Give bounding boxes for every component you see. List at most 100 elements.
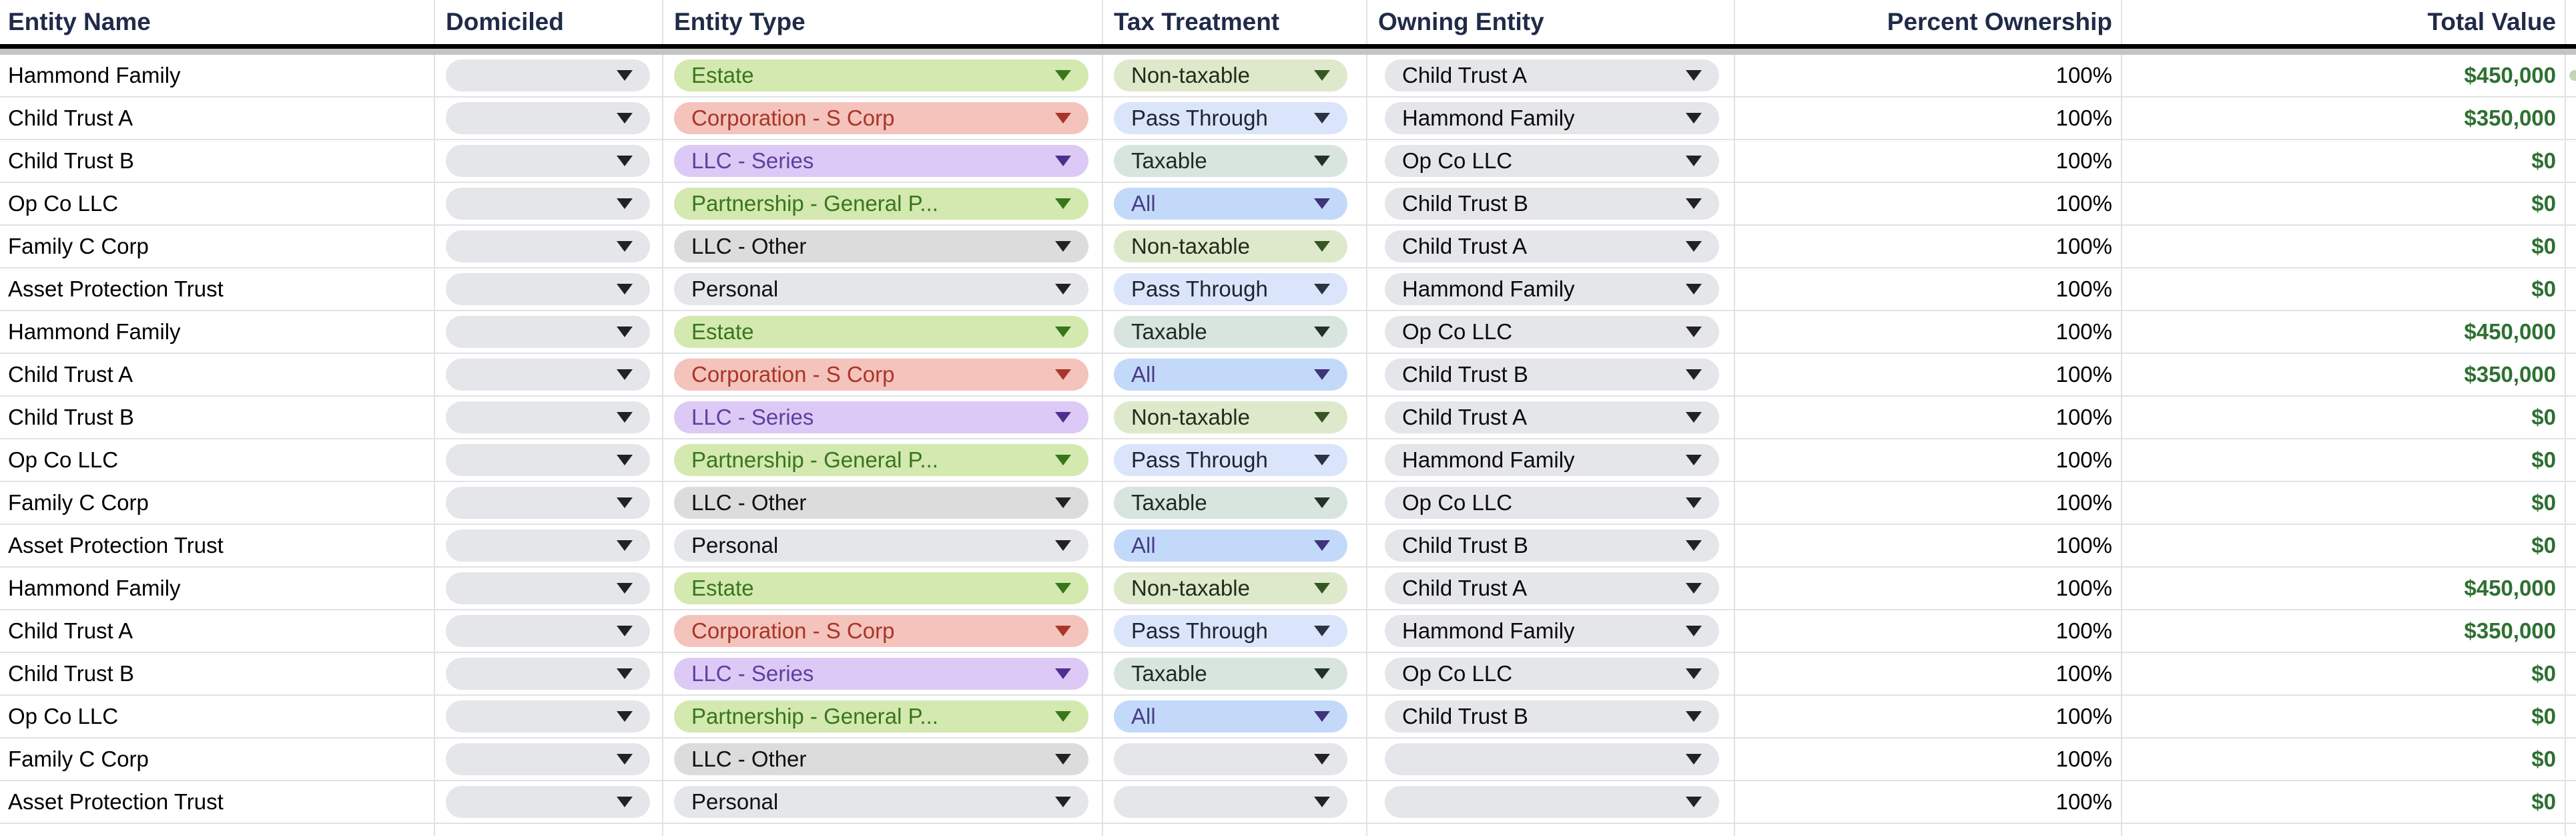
entity-name-cell[interactable]: Asset Protection Trust <box>0 525 435 566</box>
entity-name-cell[interactable]: Asset Protection Trust <box>0 781 435 823</box>
domiciled-dropdown[interactable] <box>446 230 650 262</box>
owning-entity-dropdown[interactable]: Child Trust B <box>1385 359 1719 391</box>
tax-treatment-dropdown[interactable]: Taxable <box>1114 145 1347 177</box>
entity-name-cell[interactable]: Asset Protection Trust <box>0 268 435 310</box>
owning-entity-dropdown[interactable]: Op Co LLC <box>1385 145 1719 177</box>
domiciled-dropdown[interactable] <box>446 145 650 177</box>
column-header-percent-ownership[interactable]: Percent Ownership <box>1735 0 2122 44</box>
domiciled-dropdown[interactable] <box>446 401 650 433</box>
percent-ownership-cell[interactable]: 100% <box>1735 439 2122 481</box>
domiciled-dropdown[interactable] <box>446 102 650 134</box>
owning-entity-dropdown[interactable]: Op Co LLC <box>1385 658 1719 690</box>
tax-treatment-dropdown[interactable]: Non-taxable <box>1114 401 1347 433</box>
domiciled-dropdown[interactable] <box>446 316 650 348</box>
column-header-entity-name[interactable]: Entity Name <box>0 0 435 44</box>
entity-name-cell[interactable]: Op Co LLC <box>0 696 435 737</box>
entity-type-dropdown[interactable]: LLC - Series <box>674 658 1088 690</box>
owning-entity-dropdown[interactable]: Op Co LLC <box>1385 316 1719 348</box>
owning-entity-dropdown[interactable]: Child Trust A <box>1385 230 1719 262</box>
tax-treatment-dropdown[interactable]: Pass Through <box>1114 102 1347 134</box>
percent-ownership-cell[interactable]: 100% <box>1735 55 2122 96</box>
total-value-cell[interactable]: $0 <box>2122 268 2566 310</box>
percent-ownership-cell[interactable]: 100% <box>1735 739 2122 780</box>
entity-type-dropdown[interactable]: Partnership - General P... <box>674 188 1088 220</box>
entity-type-dropdown[interactable]: Estate <box>674 316 1088 348</box>
entity-type-dropdown[interactable]: Personal <box>674 530 1088 562</box>
domiciled-dropdown[interactable] <box>446 530 650 562</box>
total-value-cell[interactable]: $0 <box>2122 525 2566 566</box>
entity-name-cell[interactable]: Op Co LLC <box>0 183 435 224</box>
column-header-entity-type[interactable]: Entity Type <box>663 0 1103 44</box>
owning-entity-dropdown[interactable] <box>1385 786 1719 818</box>
owning-entity-dropdown[interactable]: Hammond Family <box>1385 444 1719 476</box>
entity-type-dropdown[interactable]: LLC - Other <box>674 743 1088 775</box>
total-value-cell[interactable]: $0 <box>2122 226 2566 267</box>
owning-entity-dropdown[interactable] <box>1385 743 1719 775</box>
entity-name-cell[interactable]: Hammond Family <box>0 311 435 353</box>
tax-treatment-dropdown[interactable] <box>1114 786 1347 818</box>
entity-name-cell[interactable]: Family C Corp <box>0 226 435 267</box>
total-value-cell[interactable]: $0 <box>2122 781 2566 823</box>
domiciled-dropdown[interactable] <box>446 444 650 476</box>
entity-name-cell[interactable]: Op Co LLC <box>0 439 435 481</box>
owning-entity-dropdown[interactable]: Hammond Family <box>1385 615 1719 647</box>
domiciled-dropdown[interactable] <box>446 487 650 519</box>
entity-type-dropdown[interactable]: Corporation - S Corp <box>674 615 1088 647</box>
domiciled-dropdown[interactable] <box>446 615 650 647</box>
tax-treatment-dropdown[interactable]: Taxable <box>1114 487 1347 519</box>
entity-name-cell[interactable]: Child Trust B <box>0 653 435 694</box>
owning-entity-dropdown[interactable]: Hammond Family <box>1385 102 1719 134</box>
total-value-cell[interactable]: $0 <box>2122 183 2566 224</box>
entity-type-dropdown[interactable]: Partnership - General P... <box>674 700 1088 733</box>
total-value-cell[interactable]: $0 <box>2122 482 2566 524</box>
total-value-cell[interactable]: $0 <box>2122 397 2566 438</box>
percent-ownership-cell[interactable]: 100% <box>1735 226 2122 267</box>
total-value-cell[interactable]: $350,000 <box>2122 610 2566 652</box>
entity-type-dropdown[interactable]: Partnership - General P... <box>674 444 1088 476</box>
entity-type-dropdown[interactable]: Estate <box>674 572 1088 604</box>
domiciled-dropdown[interactable] <box>446 359 650 391</box>
percent-ownership-cell[interactable]: 100% <box>1735 781 2122 823</box>
entity-name-cell[interactable]: Child Trust A <box>0 97 435 139</box>
percent-ownership-cell[interactable]: 100% <box>1735 354 2122 395</box>
column-header-domiciled[interactable]: Domiciled <box>435 0 663 44</box>
tax-treatment-dropdown[interactable]: Taxable <box>1114 658 1347 690</box>
entity-name-cell[interactable]: Child Trust A <box>0 610 435 652</box>
percent-ownership-cell[interactable]: 100% <box>1735 653 2122 694</box>
entity-name-cell[interactable]: Hammond Family <box>0 55 435 96</box>
domiciled-dropdown[interactable] <box>446 786 650 818</box>
entity-type-dropdown[interactable]: Personal <box>674 273 1088 305</box>
total-value-cell[interactable]: $350,000 <box>2122 354 2566 395</box>
percent-ownership-cell[interactable]: 100% <box>1735 268 2122 310</box>
entity-name-cell[interactable]: Family C Corp <box>0 739 435 780</box>
entity-name-cell[interactable]: Hammond Family <box>0 568 435 609</box>
domiciled-dropdown[interactable] <box>446 59 650 91</box>
percent-ownership-cell[interactable]: 100% <box>1735 397 2122 438</box>
percent-ownership-cell[interactable]: 100% <box>1735 696 2122 737</box>
entity-type-dropdown[interactable]: LLC - Series <box>674 401 1088 433</box>
entity-name-cell[interactable]: Child Trust A <box>0 354 435 395</box>
tax-treatment-dropdown[interactable]: Pass Through <box>1114 615 1347 647</box>
column-header-tax-treatment[interactable]: Tax Treatment <box>1103 0 1367 44</box>
entity-type-dropdown[interactable]: Estate <box>674 59 1088 91</box>
tax-treatment-dropdown[interactable]: Non-taxable <box>1114 59 1347 91</box>
owning-entity-dropdown[interactable]: Child Trust B <box>1385 188 1719 220</box>
percent-ownership-cell[interactable]: 100% <box>1735 482 2122 524</box>
owning-entity-dropdown[interactable]: Hammond Family <box>1385 273 1719 305</box>
percent-ownership-cell[interactable]: 100% <box>1735 568 2122 609</box>
tax-treatment-dropdown[interactable]: Non-taxable <box>1114 572 1347 604</box>
owning-entity-dropdown[interactable]: Child Trust B <box>1385 530 1719 562</box>
column-header-total-value[interactable]: Total Value <box>2122 0 2566 44</box>
percent-ownership-cell[interactable]: 100% <box>1735 140 2122 182</box>
tax-treatment-dropdown[interactable]: All <box>1114 530 1347 562</box>
total-value-cell[interactable]: $450,000 <box>2122 568 2566 609</box>
tax-treatment-dropdown[interactable]: Pass Through <box>1114 444 1347 476</box>
percent-ownership-cell[interactable]: 100% <box>1735 183 2122 224</box>
percent-ownership-cell[interactable]: 100% <box>1735 97 2122 139</box>
total-value-cell[interactable]: $450,000 <box>2122 311 2566 353</box>
entity-name-cell[interactable]: Child Trust B <box>0 140 435 182</box>
percent-ownership-cell[interactable]: 100% <box>1735 311 2122 353</box>
tax-treatment-dropdown[interactable]: Pass Through <box>1114 273 1347 305</box>
entity-type-dropdown[interactable]: LLC - Series <box>674 145 1088 177</box>
tax-treatment-dropdown[interactable]: All <box>1114 359 1347 391</box>
